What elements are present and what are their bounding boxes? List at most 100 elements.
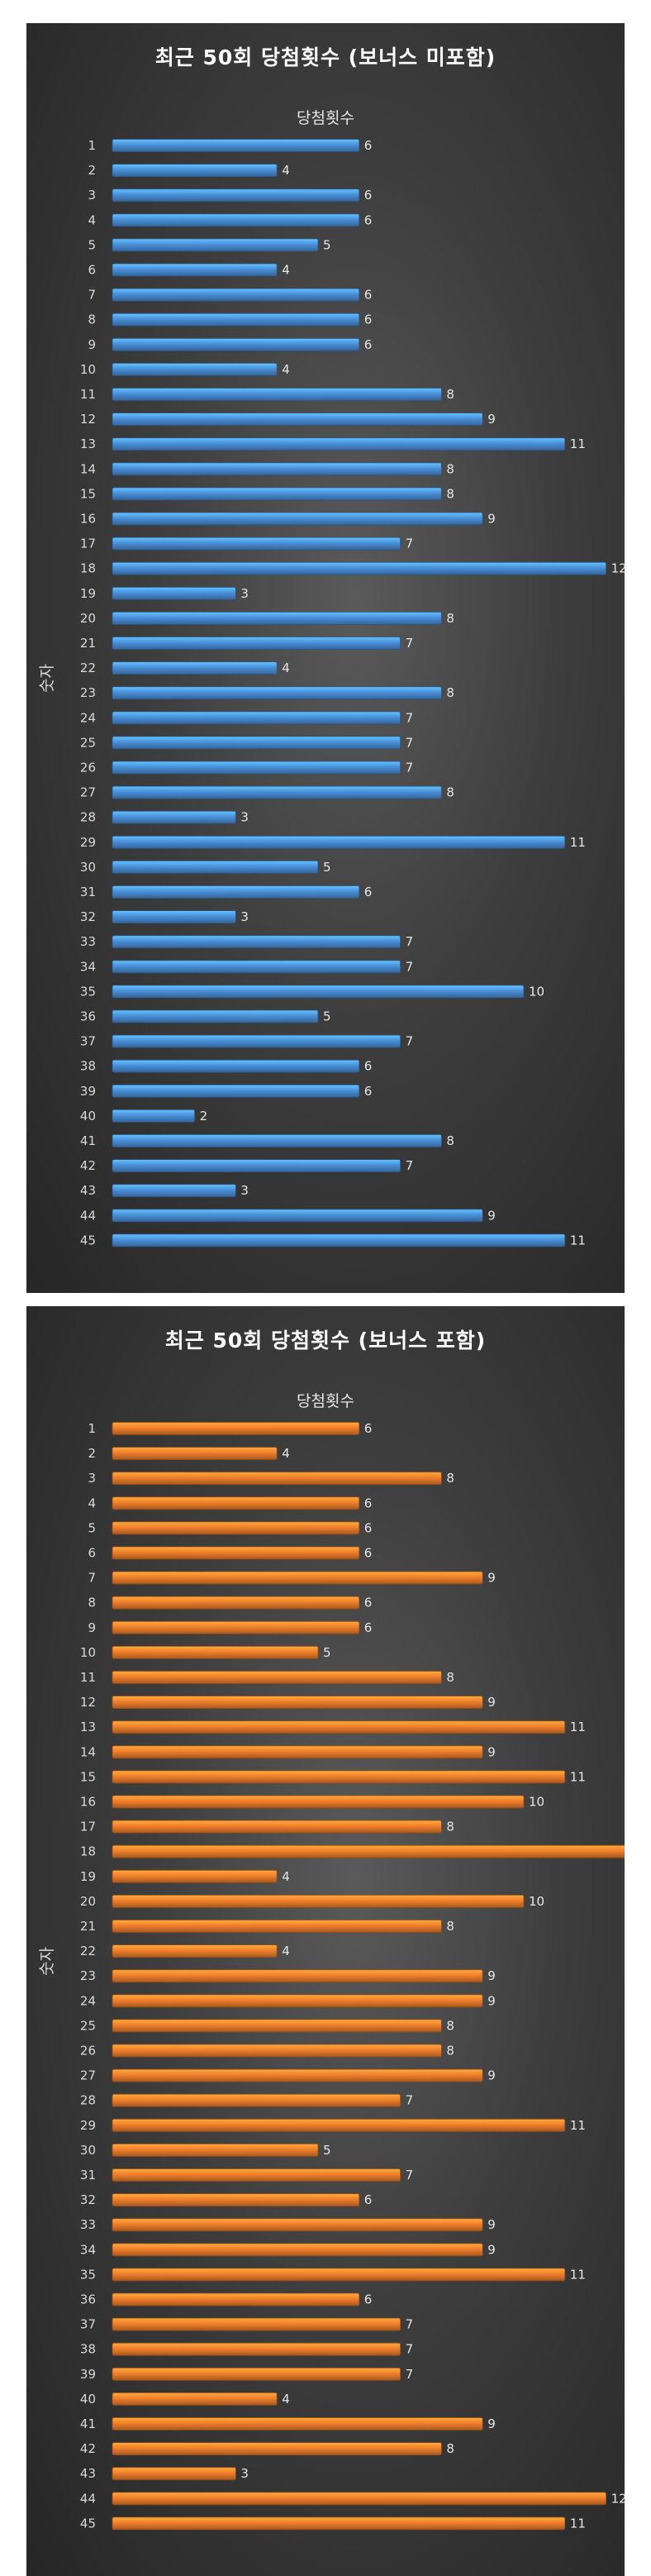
data-label: 4	[282, 1944, 290, 1958]
category-tick-label: 37	[80, 2317, 96, 2332]
data-label: 9	[487, 2416, 496, 2431]
series-label: 당첨횟수	[297, 1392, 354, 1410]
category-tick-label: 40	[80, 1109, 96, 1123]
bar	[112, 1084, 360, 1098]
data-label: 6	[364, 1520, 373, 1535]
category-tick-label: 43	[80, 2466, 96, 2481]
data-label: 6	[364, 138, 373, 153]
category-tick-label: 5	[88, 1520, 96, 1535]
bar	[112, 2492, 606, 2506]
bar	[112, 1844, 625, 1858]
category-tick-label: 38	[80, 1059, 96, 1074]
data-label: 10	[529, 984, 544, 999]
data-label: 3	[240, 810, 249, 825]
data-label: 4	[282, 2392, 290, 2407]
data-label: 4	[282, 263, 290, 278]
category-tick-label: 16	[80, 1795, 96, 1810]
bar	[112, 2417, 483, 2431]
category-tick-label: 26	[80, 2044, 96, 2058]
category-tick-label: 2	[88, 1446, 96, 1461]
category-tick-label: 27	[80, 2068, 96, 2083]
bar	[112, 1820, 442, 1834]
data-label: 4	[282, 1869, 290, 1884]
bar	[112, 1422, 360, 1435]
data-label: 3	[240, 2466, 249, 2481]
data-label: 9	[487, 1993, 496, 2008]
category-tick-label: 26	[80, 761, 96, 775]
data-label: 6	[364, 188, 373, 203]
category-tick-label: 29	[80, 835, 96, 850]
data-label: 11	[570, 2118, 586, 2133]
category-tick-label: 23	[80, 1968, 96, 1983]
data-label: 4	[282, 661, 290, 675]
data-label: 10	[529, 1795, 544, 1810]
bar	[112, 2467, 236, 2481]
data-label: 11	[570, 436, 586, 451]
category-tick-label: 10	[80, 1645, 96, 1660]
category-tick-label: 19	[80, 1869, 96, 1884]
category-tick-label: 30	[80, 860, 96, 875]
bar	[112, 1745, 483, 1759]
data-label: 8	[446, 785, 454, 800]
category-tick-label: 27	[80, 785, 96, 800]
category-tick-label: 43	[80, 1183, 96, 1198]
category-tick-label: 3	[88, 188, 96, 203]
bar	[112, 1059, 360, 1073]
category-tick-label: 22	[80, 661, 96, 675]
bar	[112, 835, 566, 849]
category-tick-label: 21	[80, 636, 96, 651]
category-tick-label: 15	[80, 486, 96, 501]
category-tick-label: 35	[80, 2267, 96, 2282]
data-label: 6	[364, 337, 373, 352]
chart-title: 최근 50회 당첨횟수 (보너스 포함)	[164, 1329, 487, 1352]
bar	[112, 686, 442, 700]
bar	[112, 1472, 442, 1486]
bar	[112, 2019, 442, 2033]
data-label: 6	[364, 2292, 373, 2307]
bar	[112, 512, 483, 526]
category-tick-label: 31	[80, 2168, 96, 2182]
category-tick-label: 3	[88, 1471, 96, 1486]
category-tick-label: 25	[80, 735, 96, 750]
data-label: 5	[323, 2143, 331, 2158]
data-label: 6	[364, 1596, 373, 1610]
data-label: 7	[406, 2342, 414, 2357]
category-tick-label: 15	[80, 1769, 96, 1784]
bar	[112, 362, 278, 376]
data-label: 9	[487, 1744, 496, 1759]
data-label: 9	[487, 1571, 496, 1586]
category-tick-label: 41	[80, 2416, 96, 2431]
bar	[112, 1770, 566, 1784]
data-label: 11	[570, 1233, 586, 1247]
data-label: 8	[446, 1820, 454, 1834]
data-label: 7	[406, 636, 414, 651]
bar	[112, 861, 319, 874]
category-tick-label: 33	[80, 934, 96, 949]
category-tick-label: 33	[80, 2217, 96, 2232]
bar	[112, 1034, 402, 1048]
category-tick-label: 44	[80, 1208, 96, 1223]
bar	[112, 312, 360, 327]
bar	[112, 1521, 360, 1535]
data-label: 12	[611, 561, 625, 576]
data-label: 6	[364, 1059, 373, 1074]
category-tick-label: 16	[80, 512, 96, 527]
bar	[112, 2243, 483, 2257]
category-tick-label: 29	[80, 2118, 96, 2133]
category-tick-label: 32	[80, 909, 96, 924]
bar	[112, 711, 402, 725]
category-tick-label: 37	[80, 1034, 96, 1049]
bar	[112, 1869, 278, 1883]
bar	[112, 1696, 483, 1710]
category-tick-label: 18	[80, 561, 96, 576]
category-tick-label: 44	[80, 2491, 96, 2506]
bar	[112, 1571, 483, 1585]
data-label: 8	[446, 611, 454, 626]
bar	[112, 139, 360, 152]
category-tick-label: 28	[80, 2093, 96, 2108]
data-label: 6	[364, 288, 373, 303]
bar	[112, 2044, 442, 2058]
bar	[112, 337, 360, 351]
